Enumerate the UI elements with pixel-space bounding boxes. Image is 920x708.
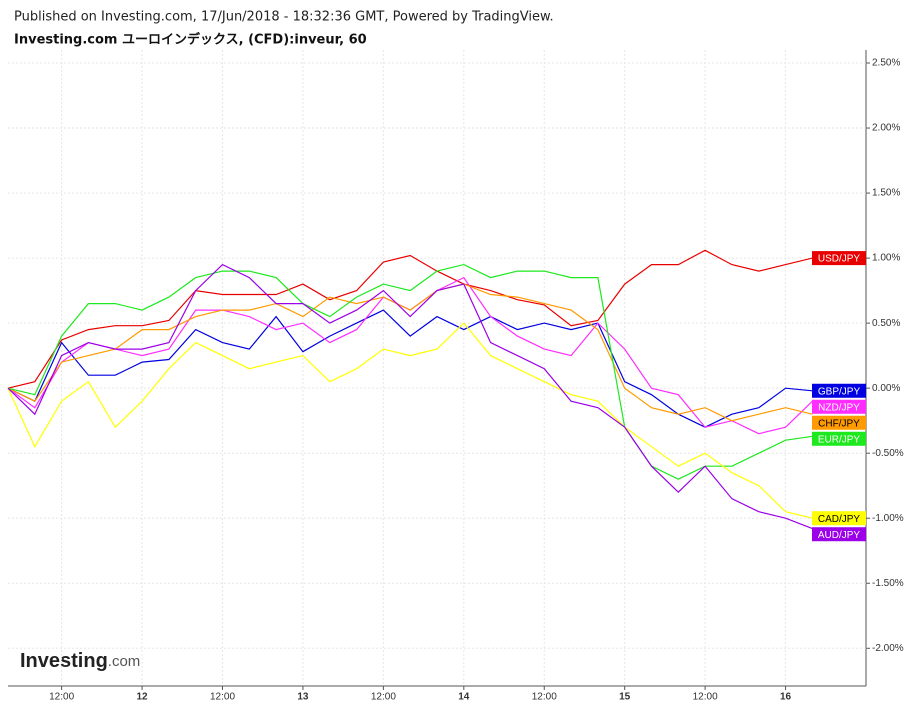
legend-tag: USD/JPY <box>812 251 866 266</box>
series-line <box>7 263 813 480</box>
published-note: Published on Investing.com, 17/Jun/2018 … <box>14 10 554 25</box>
legend-tag: CHF/JPY <box>812 415 866 430</box>
legend-label: EUR/JPY <box>818 434 861 445</box>
legend-swatch <box>812 415 866 430</box>
watermark-suffix: .com <box>108 653 141 670</box>
legend-label: CHF/JPY <box>818 418 860 429</box>
y-tick-label: 0.50% <box>872 318 900 329</box>
x-tick-label: 12:00 <box>210 692 235 703</box>
x-tick-label: 12:00 <box>532 692 557 703</box>
legend-tag: CAD/JPY <box>812 511 866 526</box>
y-tick-label: -2.00% <box>872 643 904 654</box>
legend-tag: AUD/JPY <box>812 527 866 542</box>
y-tick-label: -1.50% <box>872 578 904 589</box>
legend-label: AUD/JPY <box>818 530 861 541</box>
legend-swatch <box>812 251 866 266</box>
y-tick-label: 2.50% <box>872 58 900 69</box>
series-line <box>7 283 813 422</box>
y-tick-label: 1.00% <box>872 253 900 264</box>
series-line <box>7 249 813 389</box>
legend-label: NZD/JPY <box>818 402 860 413</box>
x-tick-label: 12 <box>137 692 149 703</box>
x-tick-label: 16 <box>780 692 792 703</box>
y-tick-label: -0.50% <box>872 448 904 459</box>
watermark: Investing.com <box>20 650 140 672</box>
y-tick-label: 2.00% <box>872 123 900 134</box>
y-tick-label: -1.00% <box>872 513 904 524</box>
x-tick-label: 12:00 <box>693 692 718 703</box>
series-line <box>7 322 813 519</box>
x-tick-label: 15 <box>619 692 631 703</box>
legend-swatch <box>812 399 866 414</box>
watermark-brand: Investing <box>20 650 108 672</box>
legend-label: GBP/JPY <box>818 386 861 397</box>
x-tick-label: 14 <box>458 692 470 703</box>
x-tick-label: 13 <box>297 692 309 703</box>
legend-swatch <box>812 511 866 526</box>
legend-swatch <box>812 527 866 542</box>
legend-label: CAD/JPY <box>818 514 861 525</box>
legend-label: USD/JPY <box>818 254 861 265</box>
series-line <box>7 263 813 530</box>
chart-title: Investing.com ユーロインデックス, (CFD):inveur, 6… <box>14 32 367 48</box>
y-tick-label: 0.00% <box>872 383 900 394</box>
legend-swatch <box>812 383 866 398</box>
series-line <box>7 309 813 428</box>
x-tick-label: 12:00 <box>49 692 74 703</box>
legend-tag: NZD/JPY <box>812 399 866 414</box>
legend-tag: GBP/JPY <box>812 383 866 398</box>
x-tick-label: 12:00 <box>371 692 396 703</box>
legend-swatch <box>812 431 866 446</box>
legend-tag: EUR/JPY <box>812 431 866 446</box>
y-tick-label: 1.50% <box>872 188 900 199</box>
